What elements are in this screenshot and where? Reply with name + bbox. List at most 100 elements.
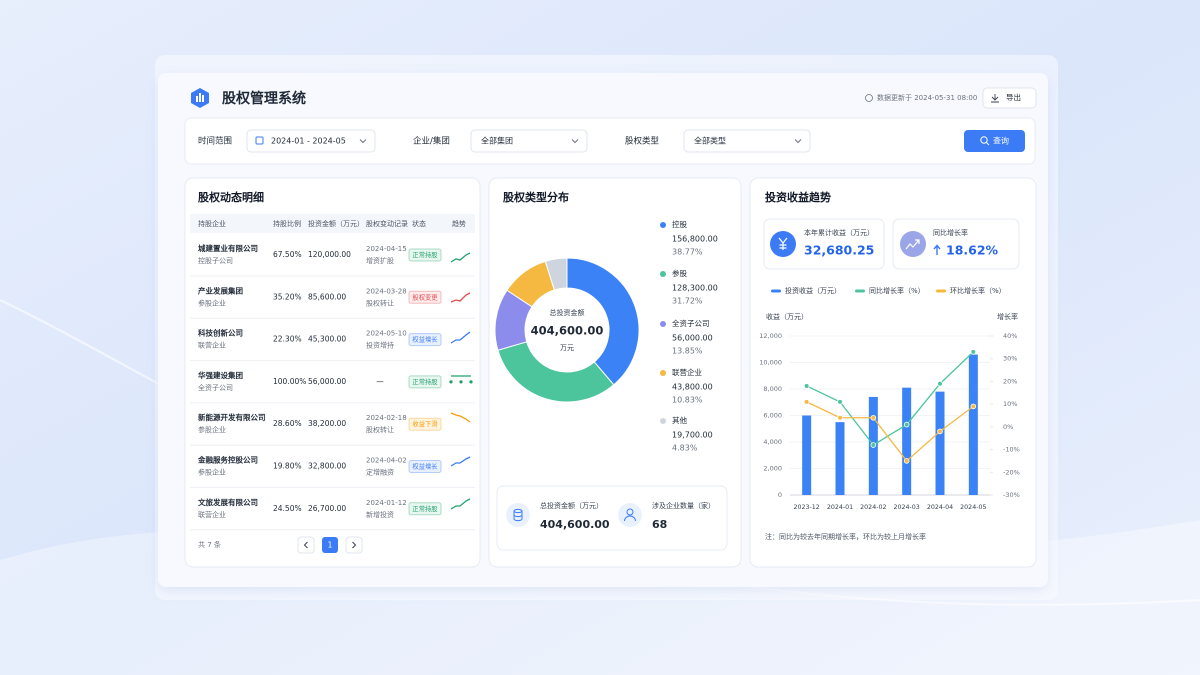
sparkline [450, 498, 471, 510]
legend-share: 38.77% [672, 248, 703, 257]
filter-value: 全部类型 [694, 136, 726, 146]
kpi-value: 18.62% [946, 243, 999, 258]
kpi-card [892, 218, 1020, 270]
kpi-label: 同比增长率 [933, 228, 968, 237]
change-date: 2024-02-18 [366, 414, 407, 422]
status-tag [408, 460, 442, 473]
legend-value: 128,300.00 [672, 284, 718, 293]
company-type: 参股企业 [198, 468, 226, 477]
change-date: 2024-01-12 [366, 499, 407, 507]
logo-bar [196, 96, 198, 102]
legend-label: 环比增长率（%） [950, 286, 1006, 295]
legend-label: 控股 [672, 219, 687, 229]
line-series [806, 351, 974, 446]
y-tick-label: 8,000 [763, 385, 782, 393]
status-tag [408, 502, 442, 516]
line-point [837, 414, 843, 421]
growth-icon [905, 239, 920, 250]
y-tick-label: 12,000 [759, 332, 782, 340]
company-type: 联营企业 [198, 341, 226, 350]
y2-tick-label: 0% [1003, 423, 1013, 431]
query-label: 查询 [993, 136, 1009, 146]
line-point [837, 399, 843, 405]
page-number: 1 [328, 541, 333, 550]
y2-tick-label: -20% [1003, 468, 1020, 476]
sparkline [450, 252, 471, 263]
up-arrow [933, 244, 941, 255]
query-button[interactable] [964, 130, 1025, 152]
legend-dot [660, 271, 666, 277]
y-tick-label: 10,000 [759, 359, 782, 367]
bar [968, 354, 978, 495]
ratio: 19.80% [273, 462, 302, 471]
x-tick-label: 2024-05 [960, 504, 986, 511]
export-button[interactable] [982, 87, 1037, 109]
row-count: 共 7 条 [198, 540, 221, 549]
filter-select[interactable] [470, 129, 588, 153]
amount: 45,300.00 [308, 335, 346, 344]
summary-icon [506, 503, 530, 527]
next-icon [352, 541, 357, 549]
company-name: 产业发展集团 [198, 285, 243, 295]
center-unit: 万元 [560, 344, 574, 352]
column-header: 状态 [412, 219, 426, 228]
legend-share: 10.83% [672, 396, 703, 405]
line-point [870, 442, 877, 448]
line-point [903, 421, 910, 428]
kpi-value: 32,680.25 [804, 243, 874, 258]
company-name: 华强建设集团 [198, 370, 243, 380]
company-type: 全资子公司 [198, 383, 233, 392]
status-label: 正常持股 [412, 250, 438, 259]
status-label: 权益增长 [412, 335, 438, 344]
legend-dot [660, 321, 666, 327]
y-tick-label: 6,000 [763, 412, 782, 420]
amount: 120,000.00 [308, 250, 351, 259]
company-type: 联营企业 [198, 510, 226, 519]
legend-label: 其他 [672, 415, 687, 425]
status-tag [408, 248, 442, 262]
legend-label: 参股 [672, 268, 687, 278]
filter-select[interactable] [683, 129, 811, 153]
table-panel [184, 177, 481, 568]
x-tick-label: 2024-04 [927, 504, 953, 511]
search-icon [980, 136, 988, 144]
logo-bar [202, 95, 204, 102]
ratio: 22.30% [273, 335, 302, 344]
panel-title: 投资收益趋势 [765, 190, 831, 204]
filter-value: 全部集团 [481, 136, 513, 146]
y-axis-label: 收益（万元） [766, 312, 808, 321]
company-name: 金融服务控股公司 [197, 455, 258, 465]
status-tag [408, 375, 442, 389]
user-icon [624, 515, 636, 522]
db-icon [513, 511, 523, 522]
summary-value: 68 [652, 518, 667, 531]
filter-label: 时间范围 [198, 136, 232, 147]
legend-label: 同比增长率（%） [869, 286, 925, 295]
panel-title: 股权类型分布 [503, 190, 569, 204]
center-label: 总投资金额 [550, 308, 585, 317]
ratio: 28.60% [273, 419, 302, 428]
sparkline [450, 331, 471, 344]
prev-button[interactable] [297, 536, 315, 554]
column-header: 投资金额（万元） [308, 219, 364, 228]
amount: 85,600.00 [308, 292, 346, 301]
bar [835, 422, 845, 495]
filter-value: 2024-01 - 2024-05 [271, 137, 346, 146]
next-button[interactable] [345, 536, 363, 554]
filter-select[interactable] [246, 129, 376, 153]
column-header: 趋势 [452, 219, 466, 228]
legend-label: 联营企业 [672, 367, 702, 377]
panel-title: 股权动态明细 [198, 190, 264, 204]
x-tick-label: 2024-01 [827, 504, 853, 511]
kpi-card [763, 218, 885, 270]
chevron [571, 139, 579, 144]
company-name: 文旅发展有限公司 [198, 497, 258, 507]
page-button[interactable] [322, 537, 338, 553]
line-point [937, 428, 943, 435]
legend-label: 全资子公司 [672, 318, 710, 328]
sparkline [450, 456, 471, 467]
change-type: 增资扩股 [366, 256, 394, 265]
legend-share: 13.85% [672, 347, 703, 356]
prev-icon [303, 541, 308, 549]
